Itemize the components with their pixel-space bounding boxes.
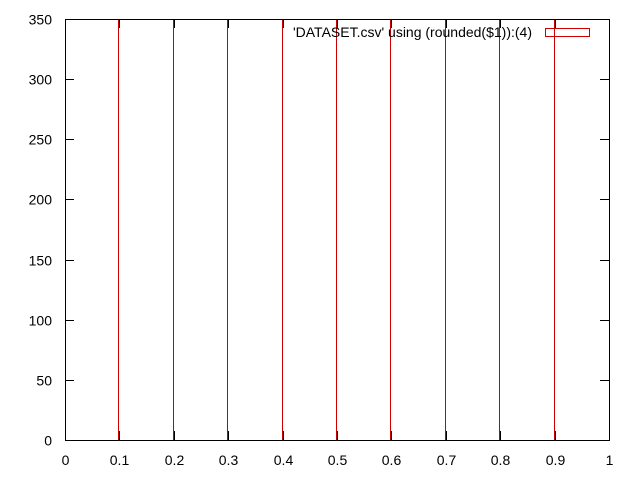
bar-series — [118, 19, 555, 440]
x-axis: 0 0.1 0.2 0.3 0.4 0.5 0.6 0.7 0.8 0.9 1 — [62, 19, 614, 468]
x-tick-label: 0.2 — [165, 452, 185, 468]
y-tick-label: 100 — [29, 313, 53, 329]
y-tick-label: 300 — [29, 72, 53, 88]
y-tick-label: 150 — [29, 253, 53, 269]
x-tick-label: 0.1 — [110, 452, 130, 468]
x-tick-label: 0.4 — [274, 452, 294, 468]
x-tick-label: 0.7 — [437, 452, 457, 468]
x-tick-label: 0.9 — [546, 452, 566, 468]
y-tick-label: 350 — [29, 12, 53, 28]
legend: 'DATASET.csv' using (rounded($1)):(4) — [293, 24, 590, 40]
x-tick-label: 0.5 — [328, 452, 348, 468]
legend-swatch — [545, 28, 590, 37]
legend-label: 'DATASET.csv' using (rounded($1)):(4) — [293, 24, 532, 40]
x-tick-label: 0.6 — [382, 452, 402, 468]
y-axis: 0 50 100 150 200 250 300 350 — [29, 12, 609, 449]
x-tick-label: 0.8 — [491, 452, 511, 468]
y-tick-label: 250 — [29, 132, 53, 148]
x-tick-label: 0.3 — [219, 452, 239, 468]
x-tick-label: 0 — [62, 452, 70, 468]
x-tick-label: 1 — [606, 452, 614, 468]
y-tick-label: 200 — [29, 192, 53, 208]
y-tick-label: 0 — [44, 433, 52, 449]
y-tick-label: 50 — [36, 373, 52, 389]
